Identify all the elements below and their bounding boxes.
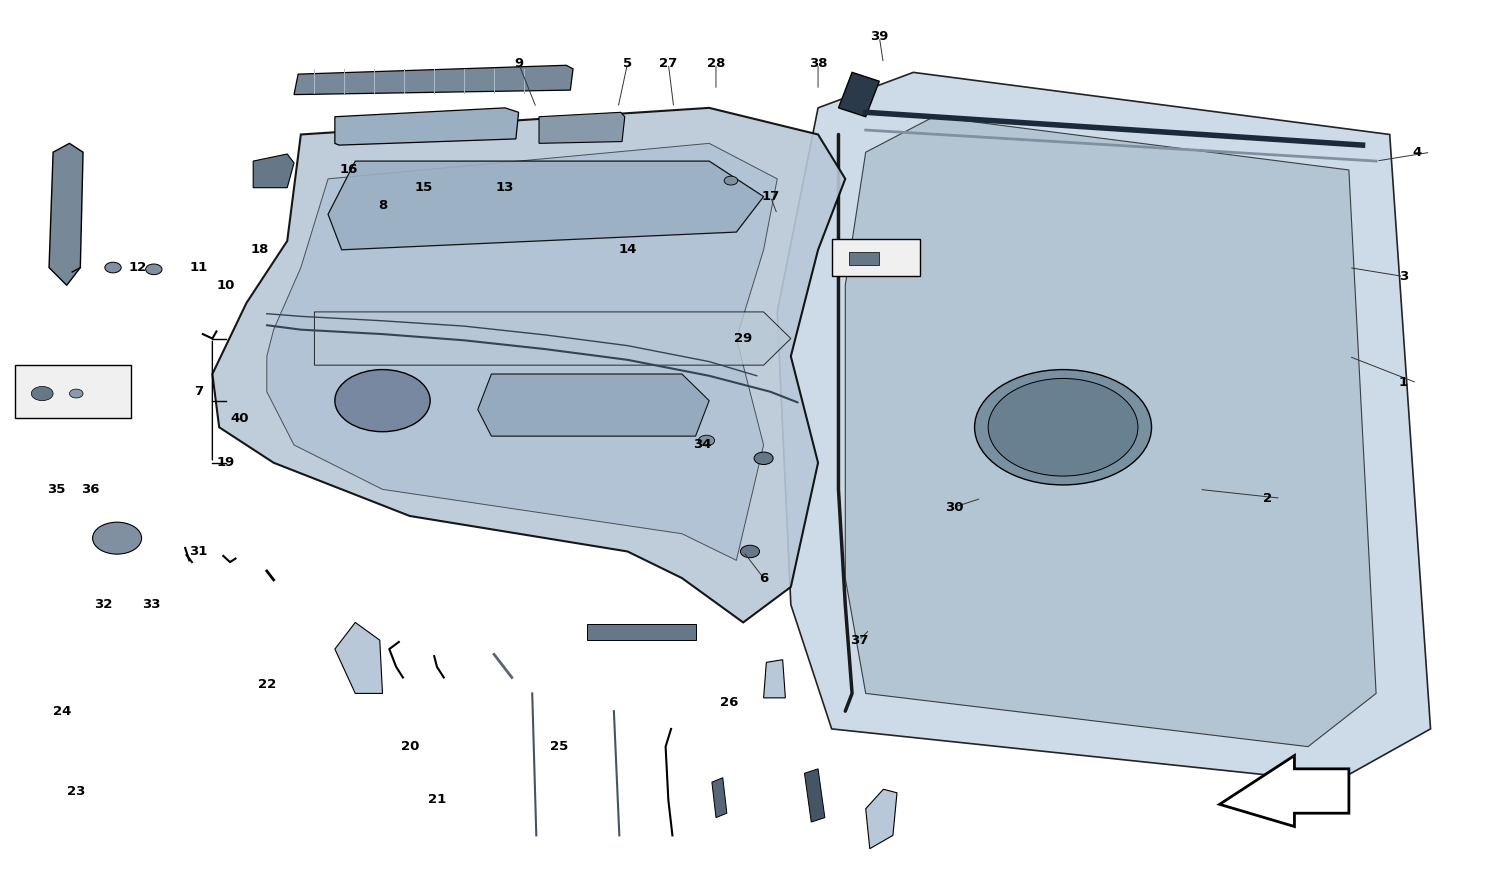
- Text: 40: 40: [231, 412, 249, 425]
- Text: 1: 1: [1400, 376, 1408, 390]
- Polygon shape: [294, 65, 573, 94]
- Text: 35: 35: [46, 483, 64, 496]
- Text: 11: 11: [189, 261, 209, 274]
- Polygon shape: [1220, 756, 1348, 827]
- Polygon shape: [254, 154, 294, 188]
- Circle shape: [975, 369, 1152, 485]
- Polygon shape: [777, 72, 1431, 782]
- Text: 12: 12: [129, 261, 147, 274]
- Text: 31: 31: [189, 545, 209, 558]
- Polygon shape: [712, 778, 728, 818]
- Circle shape: [741, 546, 759, 558]
- Text: 29: 29: [734, 332, 753, 345]
- Polygon shape: [334, 622, 382, 693]
- Polygon shape: [267, 143, 777, 561]
- Circle shape: [105, 263, 122, 273]
- Polygon shape: [478, 374, 710, 436]
- Polygon shape: [839, 72, 879, 117]
- Text: 8: 8: [378, 199, 387, 212]
- Text: 13: 13: [496, 182, 514, 194]
- Text: 34: 34: [693, 439, 711, 451]
- Text: 39: 39: [870, 30, 888, 44]
- Polygon shape: [213, 108, 846, 622]
- Circle shape: [32, 386, 53, 400]
- Circle shape: [754, 452, 772, 465]
- Text: 23: 23: [68, 784, 86, 797]
- Text: 20: 20: [400, 740, 418, 753]
- Text: 9: 9: [514, 57, 523, 70]
- Text: 25: 25: [550, 740, 568, 753]
- Text: 18: 18: [251, 243, 268, 256]
- Circle shape: [146, 264, 162, 275]
- Bar: [586, 624, 696, 640]
- Circle shape: [69, 389, 82, 398]
- Text: 16: 16: [339, 164, 357, 176]
- Text: 19: 19: [217, 457, 236, 469]
- Bar: [849, 253, 879, 265]
- Polygon shape: [865, 789, 897, 849]
- Text: 10: 10: [217, 279, 236, 292]
- Polygon shape: [846, 117, 1376, 747]
- Circle shape: [724, 176, 738, 185]
- Text: 27: 27: [658, 57, 678, 70]
- Text: 15: 15: [414, 182, 432, 194]
- Text: 28: 28: [706, 57, 724, 70]
- Text: 4: 4: [1413, 146, 1422, 158]
- Text: 6: 6: [759, 571, 768, 585]
- Text: 37: 37: [849, 634, 868, 647]
- Polygon shape: [328, 161, 764, 250]
- Text: 2: 2: [1263, 492, 1272, 505]
- Circle shape: [334, 369, 430, 432]
- Polygon shape: [50, 143, 82, 286]
- Text: 5: 5: [622, 57, 632, 70]
- FancyBboxPatch shape: [831, 239, 920, 277]
- Text: 33: 33: [142, 598, 160, 611]
- Text: 14: 14: [618, 243, 636, 256]
- Text: 24: 24: [54, 705, 72, 717]
- Text: 7: 7: [194, 385, 204, 398]
- Text: 17: 17: [762, 190, 780, 203]
- Text: 32: 32: [94, 598, 112, 611]
- Polygon shape: [804, 769, 825, 822]
- Text: 36: 36: [81, 483, 99, 496]
- Text: 38: 38: [808, 57, 828, 70]
- Polygon shape: [334, 108, 519, 145]
- FancyBboxPatch shape: [15, 365, 130, 418]
- Circle shape: [93, 522, 141, 554]
- Circle shape: [988, 378, 1138, 476]
- Text: 26: 26: [720, 696, 740, 708]
- Polygon shape: [315, 312, 791, 365]
- Text: 22: 22: [258, 678, 276, 691]
- Text: 30: 30: [945, 500, 963, 514]
- Circle shape: [699, 435, 714, 446]
- Polygon shape: [764, 659, 786, 698]
- Text: 3: 3: [1398, 270, 1408, 283]
- Text: 21: 21: [427, 793, 445, 806]
- Polygon shape: [538, 112, 626, 143]
